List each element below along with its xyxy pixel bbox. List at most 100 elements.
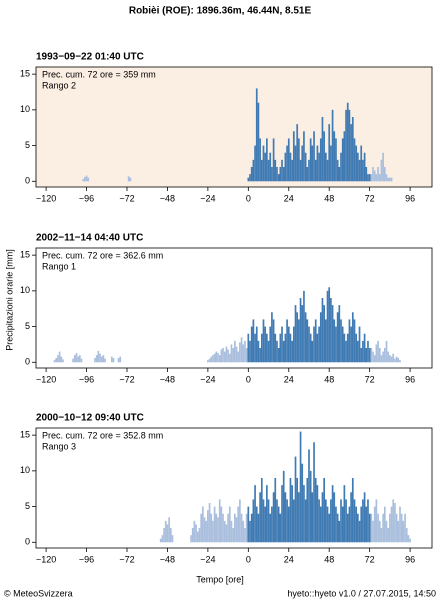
bar	[373, 506, 376, 543]
footer-left: © MeteoSvizzera	[4, 588, 73, 598]
bar	[260, 159, 263, 182]
bar	[239, 499, 241, 543]
bar	[324, 152, 327, 182]
bar	[345, 499, 347, 543]
bar	[249, 520, 251, 543]
bar	[362, 159, 364, 182]
bar	[333, 492, 336, 543]
bar	[355, 506, 358, 543]
bar	[267, 499, 270, 543]
bar	[392, 353, 395, 363]
bar	[375, 344, 378, 363]
bar	[383, 167, 386, 182]
bar	[368, 513, 371, 543]
annotation: Prec. cum. 72 ore = 359 mm	[42, 69, 156, 79]
bar	[234, 340, 236, 363]
bar	[313, 131, 315, 182]
bar	[314, 319, 317, 363]
bar	[257, 513, 260, 543]
x-tick-label: −48	[160, 374, 175, 384]
bar	[350, 492, 352, 543]
bar	[274, 478, 277, 543]
x-tick-label: 72	[365, 374, 375, 384]
bar	[336, 312, 339, 363]
bar	[308, 159, 310, 182]
bar	[282, 340, 285, 363]
bar	[304, 152, 307, 182]
bar	[104, 358, 106, 363]
bar	[110, 356, 113, 363]
bar	[271, 312, 273, 363]
bar	[360, 348, 363, 363]
bar	[254, 145, 256, 182]
bar	[286, 499, 288, 543]
bar	[383, 506, 386, 543]
bar	[330, 499, 332, 543]
bar	[217, 353, 219, 363]
bar	[272, 492, 275, 543]
bar	[94, 358, 96, 363]
bar	[308, 449, 310, 543]
bar	[387, 177, 390, 182]
bar	[389, 355, 391, 363]
bar	[321, 117, 324, 182]
bar	[262, 319, 265, 363]
bar	[400, 513, 403, 543]
bar	[72, 358, 74, 363]
bar	[255, 506, 258, 543]
bar	[257, 340, 260, 363]
x-tick-label: −96	[79, 374, 94, 384]
bar	[249, 174, 251, 182]
x-tick-label: −96	[79, 193, 94, 203]
bar	[385, 174, 388, 182]
bar	[228, 506, 231, 543]
bar	[314, 478, 317, 543]
bar	[319, 312, 322, 363]
bar	[399, 506, 401, 543]
bar	[358, 159, 361, 182]
bar	[269, 326, 272, 363]
bar	[272, 138, 275, 182]
bar	[343, 131, 346, 182]
bar	[323, 305, 325, 363]
bar	[360, 145, 363, 182]
bar	[304, 499, 307, 543]
bar	[85, 175, 88, 182]
bar	[281, 326, 283, 363]
bar	[82, 179, 85, 182]
bar	[57, 355, 59, 363]
bar	[407, 535, 410, 543]
bar	[389, 177, 391, 182]
bar	[190, 535, 192, 543]
bar	[279, 167, 282, 182]
bar	[378, 520, 381, 543]
x-tick-label: 96	[405, 374, 415, 384]
bar	[301, 463, 304, 543]
bar	[232, 348, 234, 363]
bar	[333, 131, 336, 182]
bar	[230, 344, 233, 363]
bar	[351, 312, 354, 363]
bar	[318, 152, 320, 182]
bar	[308, 326, 310, 363]
bar	[250, 326, 253, 363]
bar	[235, 346, 238, 363]
bar	[298, 138, 300, 182]
bar	[119, 356, 122, 363]
bar	[97, 350, 100, 363]
bar	[399, 360, 401, 363]
bar	[380, 159, 383, 182]
annotation: Rango 3	[42, 441, 76, 451]
bar	[244, 528, 246, 543]
bar	[375, 174, 378, 182]
bar	[316, 145, 319, 182]
x-tick-label: 24	[284, 554, 294, 564]
bar	[277, 174, 280, 182]
panel-title: 2000−10−12 09:40 UTC	[36, 413, 144, 424]
bar	[346, 513, 349, 543]
bar	[353, 319, 356, 363]
bar	[195, 524, 197, 543]
bar	[314, 159, 317, 182]
bar	[309, 138, 312, 182]
bar	[405, 528, 408, 543]
